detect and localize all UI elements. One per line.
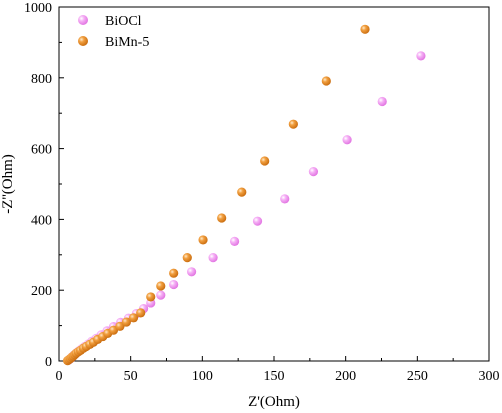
y-tick-label: 0 bbox=[45, 355, 52, 370]
x-tick-label: 150 bbox=[264, 369, 285, 384]
data-point bbox=[237, 187, 247, 197]
x-tick-label: 200 bbox=[335, 369, 356, 384]
data-point bbox=[169, 279, 179, 290]
y-tick-label: 1000 bbox=[24, 1, 52, 16]
x-axis-label: Z'(Ohm) bbox=[248, 394, 300, 410]
data-point bbox=[136, 308, 146, 318]
x-tick-label: 300 bbox=[479, 369, 500, 384]
data-point bbox=[169, 268, 179, 278]
data-point bbox=[156, 281, 166, 291]
y-tick-label: 600 bbox=[31, 143, 52, 158]
data-point bbox=[128, 313, 139, 323]
data-point bbox=[186, 267, 197, 277]
y-axis-label: -Z''(Ohm) bbox=[0, 154, 16, 214]
x-axis: 0 50 100 150 200 250 300 bbox=[56, 356, 500, 384]
data-point bbox=[321, 76, 331, 86]
legend: BiOCl BiMn-5 bbox=[78, 14, 149, 50]
y-tick-label: 400 bbox=[31, 213, 52, 228]
data-point bbox=[156, 290, 166, 300]
data-point bbox=[182, 253, 192, 263]
data-point bbox=[308, 167, 319, 177]
series-bimn-5 bbox=[63, 24, 370, 366]
data-point bbox=[342, 135, 352, 145]
data-point bbox=[360, 24, 370, 34]
series-biocl bbox=[63, 51, 426, 365]
y-axis: 0 200 400 600 800 1000 bbox=[24, 1, 64, 370]
x-tick-label: 50 bbox=[124, 369, 138, 384]
legend-label-bimn5: BiMn-5 bbox=[105, 35, 149, 50]
data-point bbox=[252, 216, 263, 226]
data-point bbox=[146, 292, 156, 302]
x-tick-label: 100 bbox=[192, 369, 213, 384]
data-series bbox=[63, 24, 426, 366]
x-tick-label: 250 bbox=[407, 369, 428, 384]
data-point bbox=[260, 156, 270, 166]
y-tick-label: 200 bbox=[31, 284, 52, 299]
legend-label-biocl: BiOCl bbox=[105, 14, 142, 29]
data-point bbox=[229, 236, 240, 246]
legend-marker-biocl bbox=[78, 15, 88, 25]
data-point bbox=[198, 235, 208, 245]
data-point bbox=[288, 119, 298, 129]
data-point bbox=[416, 51, 426, 61]
data-point bbox=[121, 317, 131, 327]
x-tick-label: 0 bbox=[56, 369, 63, 384]
data-point bbox=[280, 194, 290, 204]
plot-frame bbox=[58, 6, 490, 362]
data-point bbox=[377, 96, 387, 107]
data-point bbox=[217, 213, 227, 223]
y-tick-label: 800 bbox=[31, 72, 52, 87]
data-point bbox=[208, 253, 218, 263]
legend-marker-bimn5 bbox=[78, 36, 88, 46]
